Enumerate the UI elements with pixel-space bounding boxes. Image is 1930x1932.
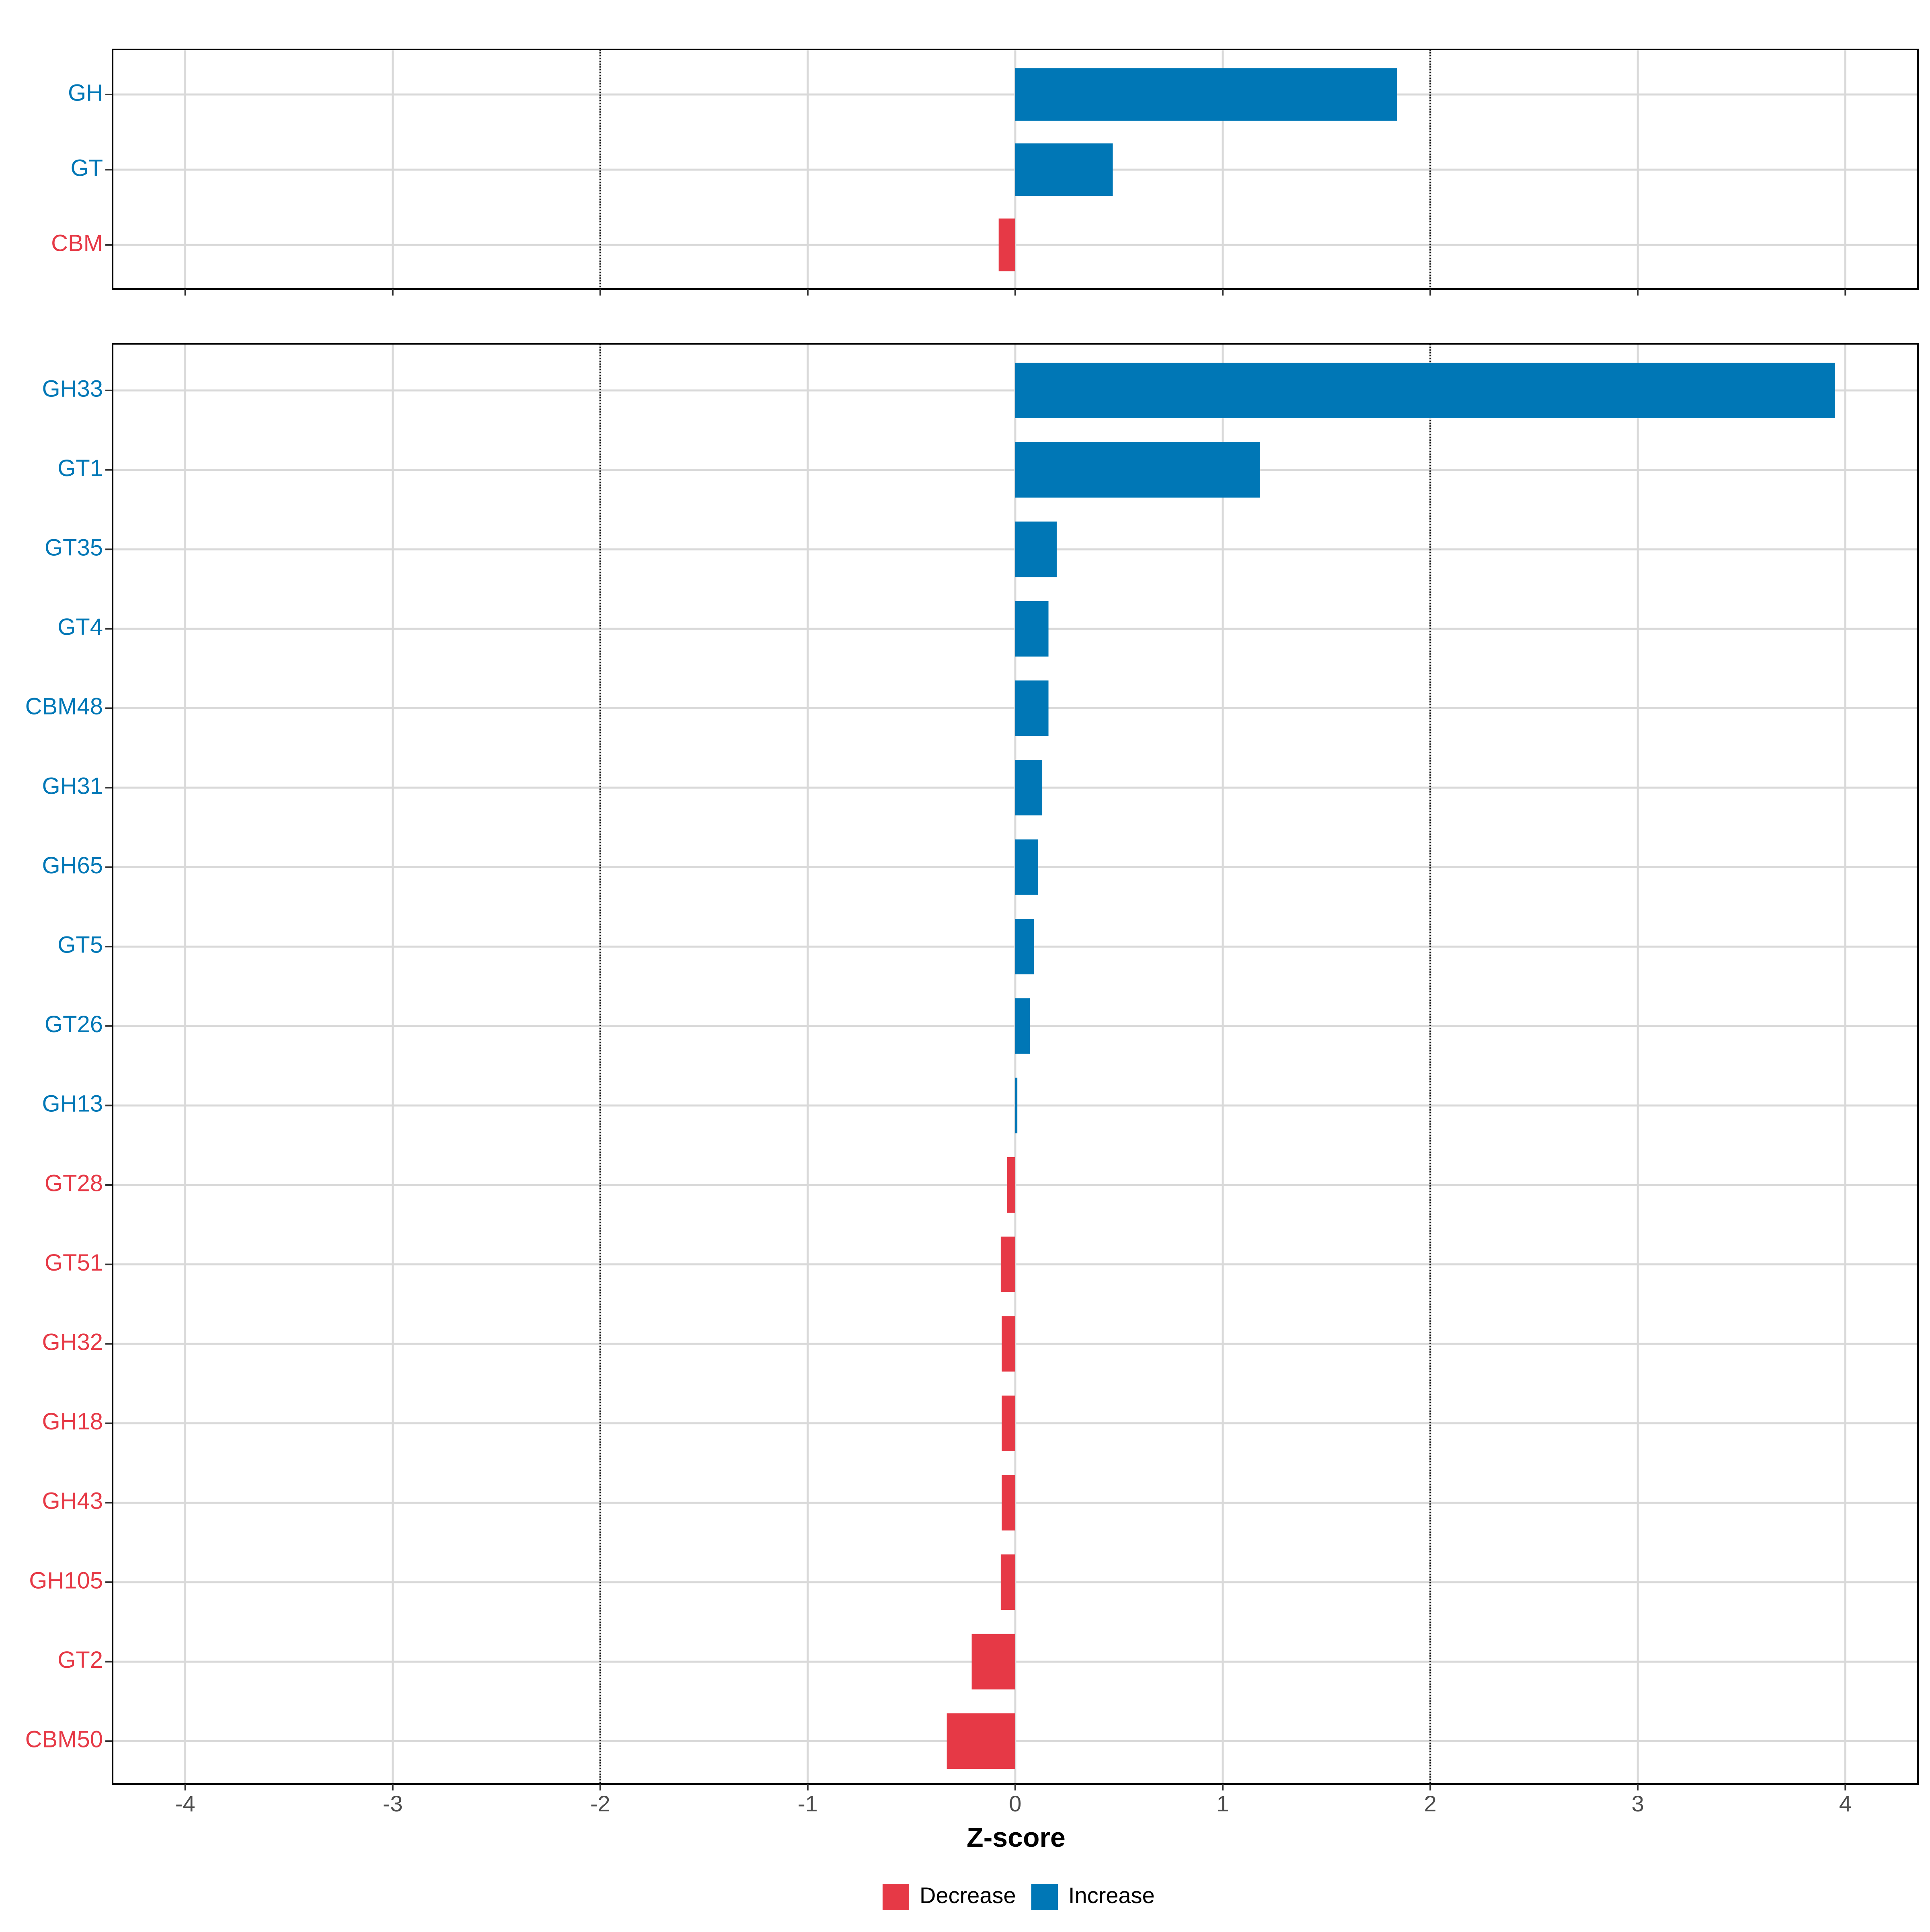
- bar-gt2: [971, 1634, 1015, 1690]
- bar-gt26: [1015, 998, 1030, 1054]
- category-label-gh33: GH33: [42, 376, 103, 402]
- legend-swatch-decrease: [883, 1884, 909, 1910]
- x-tick-label-1: -3: [383, 1791, 403, 1816]
- panel-bottom: GH33 GT1 GT35 GT4 CBM48 GH31 GH65 GT5 GT26 GH13 GT…: [25, 343, 1919, 1790]
- bar-gh43: [1002, 1475, 1015, 1531]
- category-label-cbm48: CBM48: [25, 694, 103, 720]
- legend-label-increase: Increase: [1068, 1883, 1155, 1908]
- legend-swatch-increase: [1031, 1884, 1058, 1910]
- category-label-gt1: GT1: [57, 455, 103, 481]
- bar-gh32: [1002, 1316, 1015, 1372]
- category-label-gt26: GT26: [45, 1011, 103, 1037]
- category-label-gh65: GH65: [42, 852, 103, 879]
- category-label-gh: GH: [68, 80, 103, 106]
- bar-gt35: [1015, 521, 1057, 577]
- x-tick-label-6: 2: [1424, 1791, 1437, 1816]
- category-label-gh32: GH32: [42, 1329, 103, 1355]
- category-label-gt: GT: [70, 155, 103, 181]
- x-tick-label-2: -2: [590, 1791, 610, 1816]
- x-tick-label-5: 1: [1217, 1791, 1229, 1816]
- category-label-gh43: GH43: [42, 1488, 103, 1514]
- x-tick-label-3: -1: [798, 1791, 818, 1816]
- legend: Decrease Increase: [883, 1883, 1155, 1910]
- bar-gh105: [1000, 1554, 1015, 1610]
- bar-gt4: [1015, 601, 1049, 657]
- bar-gt51: [1000, 1236, 1015, 1292]
- bar-gt28: [1007, 1157, 1015, 1213]
- bar-gh18: [1002, 1395, 1015, 1451]
- bar-gt5: [1015, 919, 1034, 975]
- category-label-gt35: GT35: [45, 535, 103, 561]
- category-label-gh18: GH18: [42, 1408, 103, 1435]
- category-label-gh13: GH13: [42, 1091, 103, 1117]
- category-label-gt2: GT2: [57, 1647, 103, 1673]
- x-tick-label-7: 3: [1632, 1791, 1644, 1816]
- bar-cbm48: [1015, 680, 1049, 736]
- bar-gh65: [1015, 839, 1038, 895]
- x-axis: -4 -3 -2 -1 0 1 2 3 4: [175, 1791, 1852, 1816]
- x-axis-title: Z-score: [967, 1822, 1066, 1853]
- x-tick-label-8: 4: [1839, 1791, 1852, 1816]
- category-label-gh31: GH31: [42, 773, 103, 799]
- bar-gh33: [1015, 363, 1835, 418]
- category-label-gt28: GT28: [45, 1170, 103, 1196]
- category-label-cbm50: CBM50: [25, 1727, 103, 1753]
- x-tick-label-4: 0: [1009, 1791, 1021, 1816]
- bar-gt: [1015, 143, 1113, 196]
- legend-label-decrease: Decrease: [920, 1883, 1016, 1908]
- category-label-cbm: CBM: [51, 230, 103, 256]
- category-label-gt5: GT5: [57, 932, 103, 958]
- panel-top: GH GT CBM: [51, 49, 1919, 296]
- bar-gh13: [1015, 1078, 1018, 1133]
- bar-gh31: [1015, 760, 1043, 815]
- bar-cbm: [998, 218, 1015, 271]
- bar-cbm50: [947, 1713, 1015, 1769]
- bar-gt1: [1015, 442, 1260, 498]
- category-label-gt4: GT4: [57, 614, 103, 640]
- x-tick-label-0: -4: [175, 1791, 195, 1816]
- category-label-gt51: GT51: [45, 1250, 103, 1276]
- bar-gh: [1015, 68, 1397, 121]
- category-label-gh105: GH105: [29, 1567, 103, 1593]
